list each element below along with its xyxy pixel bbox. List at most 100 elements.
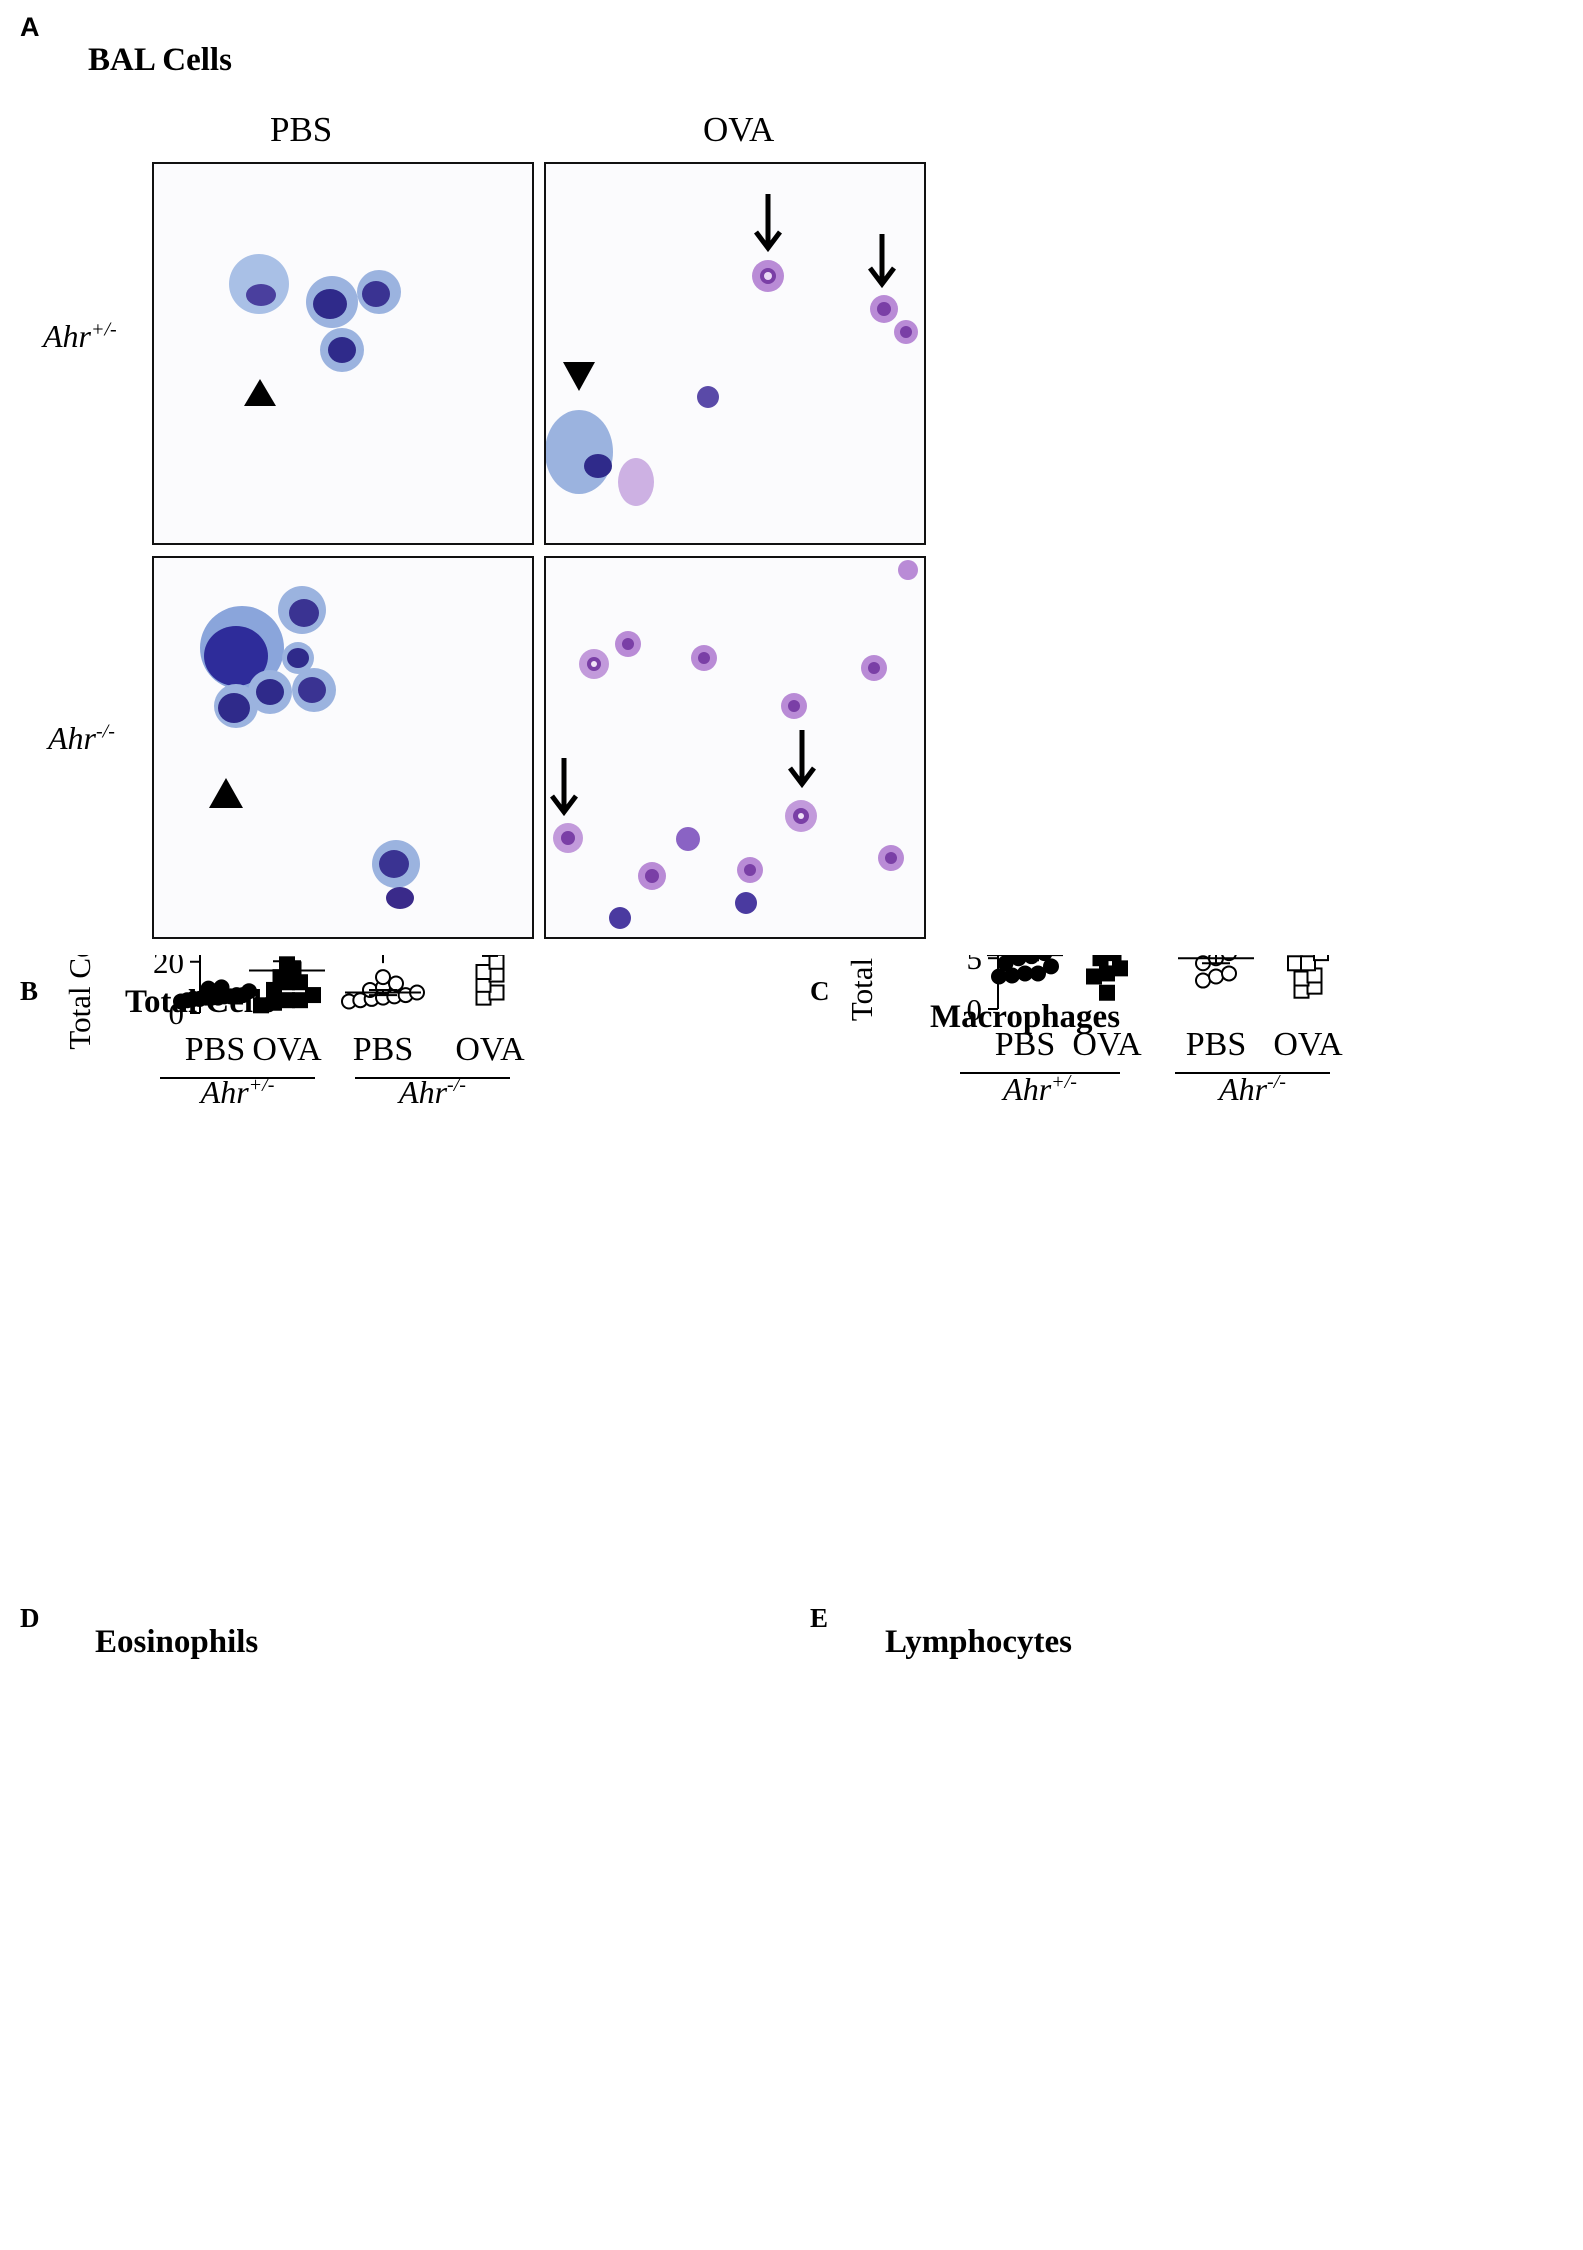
data-point: [305, 987, 321, 1004]
data-point: [1313, 955, 1329, 962]
data-point: [1300, 955, 1316, 972]
eosinophil-cell: [785, 800, 817, 832]
eosinophil-cell: [861, 655, 887, 681]
data-point: [1036, 955, 1053, 962]
panel-letter: C: [810, 976, 830, 1006]
genotype-base: Ahr: [1001, 1071, 1052, 1107]
genotype-base: Ahr: [397, 1074, 448, 1110]
column-label-pbs: PBS: [270, 110, 333, 149]
data-point: [1195, 972, 1211, 989]
eosinophil-cell: [553, 823, 583, 853]
data-point: [253, 997, 269, 1014]
macrophage-cell: [278, 586, 326, 634]
genotype-sup: -/-: [1267, 1071, 1286, 1093]
genotype-base: Ahr: [1217, 1071, 1268, 1107]
eosinophil-cell: [898, 560, 918, 580]
data-point: [1017, 965, 1033, 982]
data-point: [241, 983, 257, 1000]
panel-letter: B: [20, 976, 38, 1006]
macrophage-cell: [357, 270, 401, 314]
data-point: [1030, 965, 1046, 982]
y-axis-title: Total Cell Count x 104: [61, 955, 97, 1050]
panel-letter: D: [20, 1603, 40, 1633]
genotype-label: Ahr+/-: [199, 1074, 275, 1110]
data-point: [1099, 965, 1115, 982]
chart-title: Lymphocytes: [885, 1624, 1072, 1660]
arrowhead-marker: [563, 362, 595, 391]
panel-letter: E: [810, 1603, 828, 1633]
micrograph-ahr-het-ova: [544, 162, 926, 545]
data-point: [482, 955, 498, 957]
x-category-label: PBS: [185, 1031, 246, 1068]
y-tick-label: 20: [153, 955, 184, 980]
macrophage-cell: [546, 410, 654, 506]
data-point: [213, 979, 230, 996]
eosinophil-cell: [638, 862, 666, 890]
micrograph-ahr-het-pbs: [152, 162, 534, 545]
x-category-label: OVA: [1072, 1026, 1142, 1063]
macrophage-cell: [292, 668, 336, 712]
y-tick-label: 0: [967, 992, 983, 1027]
eosinophil-cell: [870, 295, 898, 323]
eosinophil-cell: [737, 857, 763, 883]
genotype-label: Ahr-/-: [1217, 1071, 1286, 1107]
macrophage-cell: [320, 328, 364, 372]
eosinophil-cell: [676, 827, 700, 851]
column-label-ova: OVA: [703, 110, 775, 149]
arrow-marker: [754, 194, 782, 253]
macrophage-cell: [214, 684, 258, 728]
genotype-label: Ahr-/-: [397, 1074, 466, 1110]
eosinophil-cell: [781, 693, 807, 719]
arrow-marker: [788, 730, 816, 789]
data-point: [375, 969, 391, 986]
eosinophil-cell: [615, 631, 641, 657]
x-category-label: OVA: [1273, 1026, 1343, 1063]
data-point: [1293, 970, 1310, 987]
eosinophil-cell: [752, 260, 784, 292]
data-point: [1112, 960, 1128, 977]
arrowhead-marker: [209, 778, 243, 808]
arrow-marker: [550, 758, 578, 817]
macrophage-cell: [372, 840, 420, 888]
data-point: [388, 975, 404, 992]
lymphocyte-cell: [697, 386, 719, 408]
x-category-label: OVA: [252, 1031, 322, 1068]
chart-title: Macrophages: [930, 999, 1120, 1035]
lymphocyte-cell: [609, 907, 631, 929]
x-category-label: PBS: [353, 1031, 414, 1068]
data-point: [991, 968, 1007, 985]
chart-macrophages: CMacrophages0510152025Total Cell Count x…: [810, 955, 1343, 1107]
data-point: [488, 955, 505, 970]
data-point: [1092, 955, 1109, 967]
genotype-sup: +/-: [1051, 1071, 1077, 1093]
data-point: [1099, 984, 1115, 1001]
macrophage-cell: [282, 642, 314, 674]
data-point: [1208, 968, 1224, 985]
data-point: [1023, 955, 1040, 965]
data-point: [475, 964, 492, 980]
data-point: [1105, 955, 1122, 962]
data-point: [1086, 968, 1102, 985]
micrograph-ahr-ko-pbs: [152, 556, 534, 939]
data-point: [488, 984, 505, 1001]
data-point: [1221, 965, 1237, 982]
x-category-label: PBS: [995, 1026, 1056, 1063]
arrow-marker: [868, 234, 896, 289]
panel-letter-a: A: [20, 12, 40, 42]
y-axis-title: Total Cell Count x 104: [843, 955, 879, 1021]
macrophage-cell: [200, 606, 284, 690]
micrograph-ahr-ko-ova: [544, 556, 926, 939]
data-point: [200, 980, 217, 997]
lymphocyte-cell: [386, 887, 414, 909]
x-category-label: OVA: [455, 1031, 525, 1068]
chart-lymphocytes: ELymphocytes02468Total Cell Count x 104*…: [810, 1603, 1072, 1660]
lymphocyte-cell: [735, 892, 757, 914]
panel-a-title: BAL Cells: [88, 42, 232, 78]
eosinophil-cell: [878, 845, 904, 871]
row-label-ahr-ko: Ahr-/-: [48, 720, 115, 756]
genotype-base: Ahr: [199, 1074, 250, 1110]
macrophage-cell: [229, 254, 289, 314]
data-point: [1287, 955, 1303, 972]
genotype-sup: -/-: [447, 1074, 466, 1096]
